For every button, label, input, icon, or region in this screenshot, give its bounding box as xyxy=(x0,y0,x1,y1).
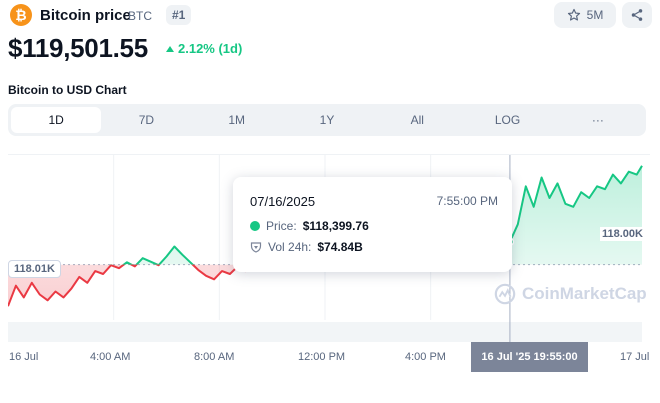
tooltip-price-value: $118,399.76 xyxy=(302,219,369,233)
star-icon xyxy=(567,8,580,21)
tab-1m[interactable]: 1M xyxy=(228,113,246,127)
volume-strip xyxy=(8,322,642,342)
current-price: $119,501.55 xyxy=(8,33,148,63)
x-tick-label: 16 Jul xyxy=(9,351,39,363)
tooltip-time: 7:55:00 PM xyxy=(436,194,498,208)
chart-top-border xyxy=(8,154,650,155)
share-button[interactable] xyxy=(622,2,652,28)
tooltip-volume-label: Vol 24h: xyxy=(268,240,312,254)
coin-header: ₿ Bitcoin price BTC #1 5M xyxy=(8,2,652,28)
coin-name: Bitcoin price xyxy=(40,7,131,24)
share-icon xyxy=(631,9,643,21)
x-tick-label: 17 Jul xyxy=(620,351,650,363)
area-above-baseline xyxy=(8,165,642,265)
tab-1d[interactable]: 1D xyxy=(11,107,102,133)
x-tick-label: 4:00 AM xyxy=(90,351,131,363)
bitcoin-logo-icon: ₿ xyxy=(10,4,32,26)
price-line-down xyxy=(8,264,273,307)
price-line-up xyxy=(110,165,643,265)
x-axis: 16 Jul 4:00 AM 8:00 AM 12:00 PM 4:00 PM … xyxy=(0,346,660,370)
x-tick-label: 12:00 PM xyxy=(298,351,346,363)
tab-7d[interactable]: 7D xyxy=(138,113,155,127)
x-tick-label: 4:00 PM xyxy=(405,351,446,363)
tooltip-price-label: Price: xyxy=(266,219,297,233)
price-change-value: 2.12% (1d) xyxy=(178,41,243,56)
coin-symbol: BTC xyxy=(128,9,152,23)
price-change: 2.12% (1d) xyxy=(166,41,242,56)
x-tick-label: 8:00 AM xyxy=(194,351,235,363)
tooltip-date: 07/16/2025 xyxy=(250,194,316,209)
open-price-badge: 118.01K xyxy=(8,260,61,278)
coinmarketcap-logo-icon xyxy=(494,283,516,305)
price-dot-icon xyxy=(250,221,260,231)
watermark-text: CoinMarketCap xyxy=(522,284,647,303)
area-below-baseline xyxy=(8,264,261,307)
watermark: CoinMarketCap xyxy=(494,283,647,305)
tooltip-price-row: Price: $118,399.76 xyxy=(250,219,369,233)
timeframe-tabs: 1D 7D 1M 1Y All LOG ··· xyxy=(8,104,646,136)
tooltip-volume-row: Vol 24h: $74.84B xyxy=(250,240,363,254)
hover-price-badge: 118.00K xyxy=(600,227,645,241)
watchlist-button[interactable]: 5M xyxy=(554,2,616,28)
watchlist-count: 5M xyxy=(586,8,604,22)
tab-1y[interactable]: 1Y xyxy=(319,113,335,127)
rank-badge: #1 xyxy=(166,5,192,25)
volume-shield-icon xyxy=(250,242,262,253)
x-axis-hover-label: 16 Jul '25 19:55:00 xyxy=(471,342,588,372)
chart-title: Bitcoin to USD Chart xyxy=(8,83,127,97)
tooltip-volume-value: $74.84B xyxy=(317,240,363,254)
more-options-button[interactable]: ··· xyxy=(591,113,604,127)
chart-tooltip: 07/16/2025 7:55:00 PM Price: $118,399.76… xyxy=(233,177,512,272)
caret-up-icon xyxy=(166,45,174,52)
tab-log[interactable]: LOG xyxy=(494,113,521,127)
tab-all[interactable]: All xyxy=(410,113,424,127)
